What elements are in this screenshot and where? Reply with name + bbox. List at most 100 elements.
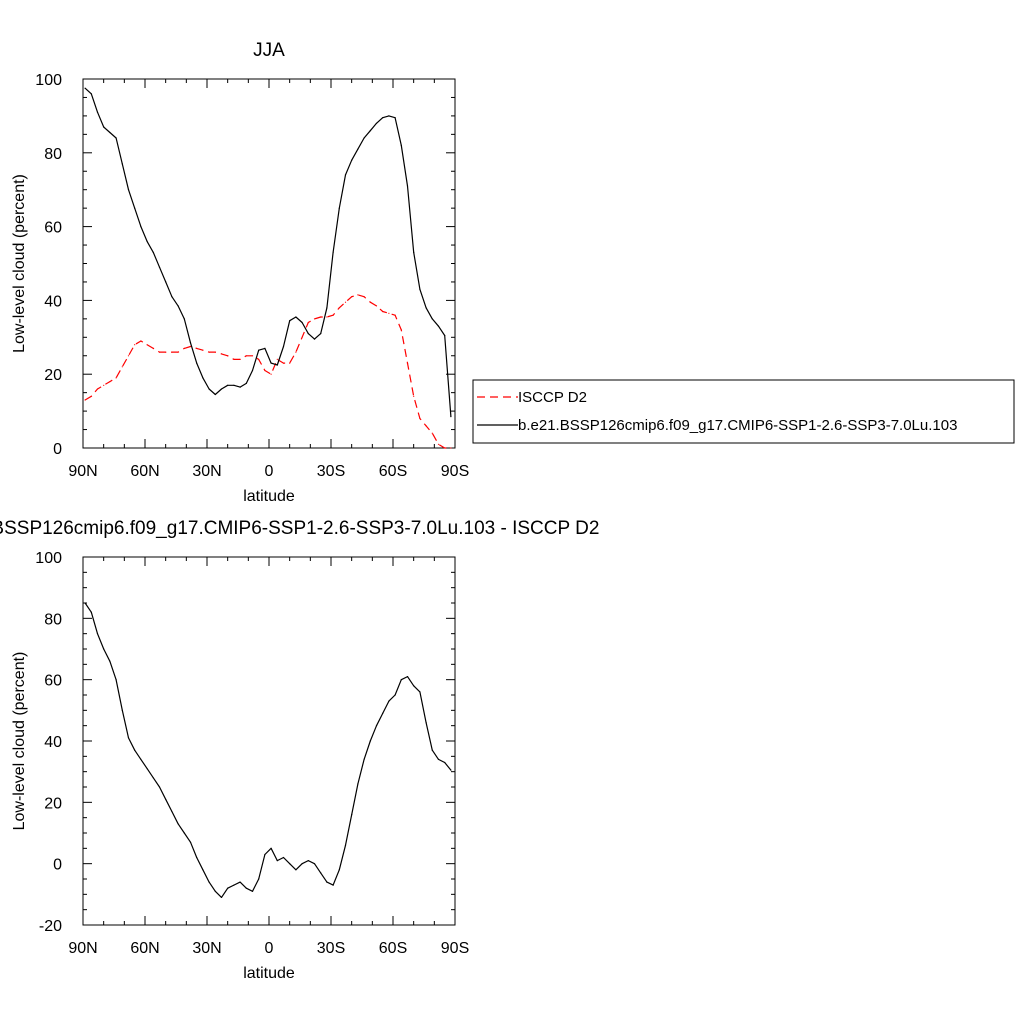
data-point (419, 288, 421, 290)
data-point (437, 443, 440, 445)
data-point (84, 602, 86, 604)
data-point (177, 305, 179, 307)
plot-frame (82, 556, 456, 926)
y-axis-title: Low-level cloud (percent) (11, 174, 28, 353)
data-point (233, 884, 235, 886)
data-point (109, 660, 111, 662)
data-point (406, 676, 409, 678)
data-point (276, 364, 278, 366)
chart-panel-1: JJA 90N 60N 30N 0 30S 60S 90S 0 20 40 60 80 100 latitu… (11, 40, 1015, 505)
data-point (103, 126, 105, 128)
data-point (146, 768, 148, 770)
data-point (326, 307, 328, 309)
data-point (375, 725, 378, 727)
data-point (375, 305, 378, 307)
data-point (313, 863, 316, 865)
data-point (276, 860, 278, 862)
data-point (320, 872, 322, 874)
data-point (289, 320, 291, 322)
y-tick-label: 0 (53, 441, 62, 458)
x-tick-label: 30N (192, 940, 221, 957)
data-point (84, 87, 86, 89)
data-point (227, 887, 229, 889)
data-point (301, 336, 303, 338)
data-point (332, 884, 334, 886)
data-point (258, 349, 260, 351)
data-point (183, 347, 185, 349)
data-point (394, 117, 396, 119)
data-point (258, 878, 260, 880)
data-point (103, 648, 105, 650)
data-point (450, 447, 452, 449)
x-tick-label: 60N (130, 463, 159, 480)
data-point (196, 362, 198, 364)
data-point (282, 345, 285, 348)
data-point (208, 351, 210, 353)
data-point (369, 130, 371, 132)
data-point (425, 425, 427, 427)
legend-box (472, 379, 1015, 444)
data-point (313, 318, 316, 320)
y-tick-label: 60 (44, 220, 62, 237)
data-point (382, 117, 384, 119)
data-point (264, 347, 266, 349)
data-point (307, 321, 309, 324)
series-line-1 (84, 294, 451, 449)
data-point (196, 347, 198, 349)
data-point (313, 338, 316, 340)
data-point (165, 281, 167, 283)
data-point (419, 691, 421, 693)
data-point (245, 355, 247, 357)
x-tick-label: 90S (441, 940, 469, 957)
data-point (239, 358, 241, 360)
data-point (140, 758, 142, 761)
data-point (171, 810, 173, 813)
data-point (220, 896, 223, 899)
y-tick-label: 40 (44, 734, 62, 751)
data-point (208, 881, 210, 883)
data-point (115, 679, 117, 681)
data-point (202, 377, 204, 379)
y-tick-label: 80 (44, 611, 62, 628)
x-tick-label: 90S (441, 463, 469, 480)
data-point (332, 251, 334, 253)
data-point (344, 301, 347, 303)
chart-title: JJA (253, 40, 285, 61)
data-point (400, 144, 402, 146)
data-point (338, 869, 340, 871)
data-point (369, 301, 371, 303)
data-point (419, 417, 421, 420)
data-point (425, 307, 427, 309)
data-point (289, 362, 291, 364)
y-axis-title: Low-level cloud (percent) (11, 652, 28, 831)
data-point (413, 685, 415, 687)
legend-label: ISCCP D2 (518, 389, 587, 406)
x-axis-title: latitude (243, 965, 295, 982)
data-point (406, 362, 409, 364)
data-point (437, 758, 440, 761)
data-point (134, 344, 136, 346)
data-point (189, 841, 192, 843)
data-point (444, 447, 446, 449)
data-point (425, 722, 427, 724)
y-tick-label: 60 (44, 673, 62, 690)
data-point (264, 369, 266, 372)
data-point (196, 856, 198, 859)
y-tick-label: 100 (35, 550, 62, 567)
x-tick-label: 90N (68, 463, 97, 480)
data-point (202, 349, 204, 351)
data-point (233, 384, 235, 386)
y-tick-label: 20 (44, 795, 62, 812)
data-point (363, 296, 365, 298)
data-point (134, 749, 136, 751)
data-point (357, 294, 359, 296)
data-point (320, 333, 322, 335)
data-point (375, 122, 378, 124)
data-point (251, 369, 254, 372)
data-point (214, 393, 216, 396)
data-point (431, 318, 433, 320)
data-point (382, 310, 384, 313)
data-point (332, 314, 334, 316)
data-point (220, 388, 223, 390)
series-line-2 (84, 87, 452, 417)
